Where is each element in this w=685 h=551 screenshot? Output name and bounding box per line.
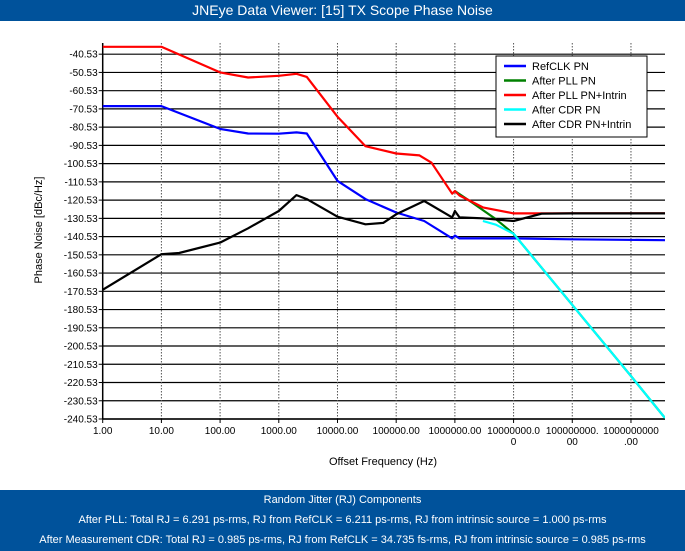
x-tick-label: 1000000.00: [428, 426, 481, 437]
y-tick-label: -80.53: [69, 123, 98, 134]
phase-noise-chart: -40.53 -50.53 -60.53 -70.53 -80.53 -90.53 -100…: [33, 43, 665, 468]
y-axis-label: Phase Noise [dBc/Hz]: [33, 177, 45, 284]
window-title: JNEye Data Viewer: [15] TX Scope Phase N…: [0, 0, 685, 21]
x-tick-label: 1.00: [93, 426, 113, 437]
legend-entry: After CDR PN: [532, 105, 601, 117]
series-line-after-cdr-pn-intrin: [102, 194, 665, 291]
x-tick-label: 100.00: [205, 426, 236, 437]
x-tick-label: 10.00: [149, 426, 174, 437]
series-line-after-cdr-pn: [482, 219, 665, 419]
y-tick-label: -200.53: [64, 342, 98, 353]
rj-components-panel: Random Jitter (RJ) Components After PLL:…: [0, 490, 685, 551]
y-tick-label: -240.53: [64, 415, 98, 426]
y-tick-label: -60.53: [69, 86, 98, 97]
x-tick-label: 10000.00: [317, 426, 359, 437]
y-tick-label: -230.53: [64, 396, 98, 407]
x-tick-label: 100000000. 00: [546, 426, 599, 448]
x-tick-label: 100000.00: [373, 426, 421, 437]
x-axis-label: Offset Frequency (Hz): [329, 456, 437, 468]
legend: RefCLK PN After PLL PN After PLL PN+Intrin…: [495, 55, 648, 138]
y-tick-label: -110.53: [65, 177, 99, 188]
y-tick-label: -190.53: [64, 323, 98, 334]
x-tick-label: 1000000000.00: [603, 426, 659, 448]
y-tick-label: -90.53: [69, 141, 98, 152]
legend-entry: RefCLK PN: [532, 61, 589, 73]
y-tick-label: -180.53: [64, 305, 98, 316]
legend-entry: After CDR PN+Intrin: [532, 119, 631, 131]
y-tick-label: -160.53: [64, 269, 98, 280]
series-line-after-pll-pn: [454, 190, 665, 419]
legend-entry: After PLL PN: [532, 76, 596, 88]
rj-heading: Random Jitter (RJ) Components: [263, 494, 422, 506]
y-tick-label: -50.53: [69, 68, 98, 79]
series-line-after-pll-pn-intrin: [102, 45, 665, 215]
series-line-refclk-pn: [102, 104, 665, 242]
y-tick-label: -210.53: [64, 360, 98, 371]
rj-after-cdr: After Measurement CDR: Total RJ = 0.985 …: [39, 534, 646, 546]
y-tick-label: -40.53: [69, 50, 98, 61]
y-tick-label: -130.53: [64, 214, 98, 225]
rj-after-pll: After PLL: Total RJ = 6.291 ps-rms, RJ f…: [78, 514, 607, 526]
y-tick-label: -150.53: [64, 250, 98, 261]
y-tick-label: -170.53: [64, 287, 98, 298]
y-tick-label: -120.53: [64, 196, 98, 207]
y-tick-label: -70.53: [69, 104, 98, 115]
y-tick-label: -220.53: [64, 378, 98, 389]
y-tick-label: -140.53: [64, 232, 98, 243]
x-tick-label: 10000000.0 0: [487, 426, 540, 448]
x-tick-label: 1000.00: [261, 426, 298, 437]
y-tick-label: -100.53: [64, 159, 98, 170]
legend-entry: After PLL PN+Intrin: [532, 90, 627, 102]
